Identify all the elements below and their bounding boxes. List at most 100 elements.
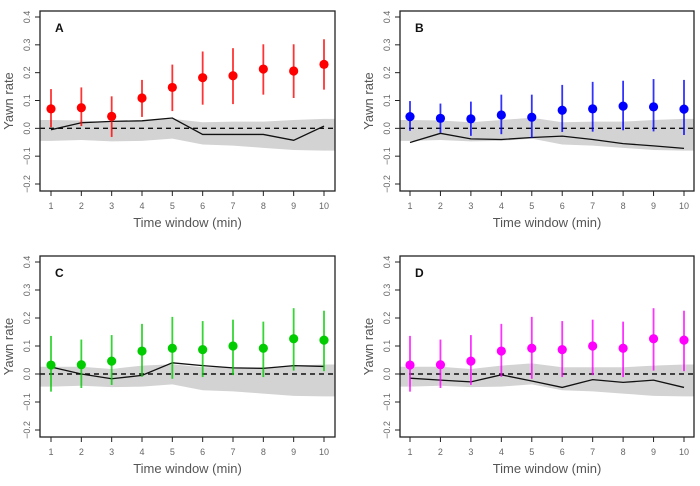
x-tick-label: 6: [560, 447, 565, 457]
data-point: [319, 59, 329, 69]
y-tick-label: 0.2: [382, 312, 392, 325]
x-tick-label: 7: [230, 201, 235, 211]
null-mean-line: [409, 374, 685, 389]
y-axis-title: Yawn rate: [361, 318, 376, 376]
y-tick-label: −0.1: [22, 147, 32, 165]
y-tick-label: 0.1: [22, 94, 32, 107]
x-tick-label: 5: [170, 201, 175, 211]
data-point: [557, 345, 567, 355]
data-point: [107, 356, 117, 366]
x-tick-label: 1: [407, 201, 412, 211]
data-point: [258, 343, 268, 353]
plot-area: [40, 39, 335, 151]
y-axis-title: Yawn rate: [1, 318, 16, 376]
data-point: [198, 73, 208, 83]
data-point: [679, 335, 689, 345]
x-tick-label: 10: [319, 201, 329, 211]
x-tick-label: 4: [499, 447, 504, 457]
plot-area: [400, 308, 694, 397]
y-tick-label: 0.4: [22, 256, 32, 269]
data-point: [76, 360, 86, 370]
y-tick-label: 0.3: [382, 39, 392, 52]
y-tick-label: −0.2: [382, 175, 392, 193]
y-tick-label: 0.3: [382, 284, 392, 297]
data-point: [46, 104, 56, 114]
x-tick-label: 6: [560, 201, 565, 211]
x-tick-label: 8: [261, 447, 266, 457]
y-tick-label: 0.0: [22, 368, 32, 381]
data-point: [76, 103, 86, 113]
panel-b: 0.4 0.3 0.2 0.1 0.0 −0.1 −0.2 1 2 3 4 5 6 7 8 9 10 Time w…: [361, 10, 695, 230]
data-point: [167, 82, 177, 93]
plot-frame: [399, 10, 695, 192]
data-point: [648, 102, 659, 112]
x-tick-label: 10: [679, 201, 689, 211]
x-tick-label: 5: [529, 447, 534, 457]
x-tick-label: 2: [79, 447, 84, 457]
y-axis-title: Yawn rate: [361, 72, 376, 130]
panel-d: 0.4 0.3 0.2 0.1 0.0 −0.1 −0.2 1 2 3 4 5 6 7 8 9 10 Time w…: [361, 255, 695, 476]
x-axis-title: Time window (min): [133, 215, 242, 230]
data-point: [137, 93, 147, 103]
x-tick-label: 4: [139, 201, 144, 211]
null-band: [40, 364, 335, 397]
y-tick-label: −0.1: [382, 393, 392, 411]
y-tick-label: 0.1: [382, 94, 392, 107]
x-tick-label: 3: [109, 447, 114, 457]
data-point: [289, 334, 299, 344]
data-point: [107, 111, 117, 121]
x-tick-label: 7: [230, 447, 235, 457]
x-tick-label: 3: [468, 201, 473, 211]
x-tick-label: 4: [499, 201, 504, 211]
x-tick-label: 7: [590, 201, 595, 211]
x-tick-label: 2: [438, 447, 443, 457]
y-tick-label: 0.4: [382, 256, 392, 269]
plot-area: [400, 79, 694, 151]
x-tick-label: 9: [291, 447, 296, 457]
data-point: [405, 360, 415, 370]
x-axis-title: Time window (min): [493, 461, 602, 476]
x-tick-label: 1: [407, 447, 412, 457]
y-tick-label: 0.0: [22, 122, 32, 135]
x-tick-label: 9: [291, 201, 296, 211]
y-tick-label: −0.2: [22, 421, 32, 439]
x-tick-label: 3: [468, 447, 473, 457]
y-tick-label: 0.0: [382, 368, 392, 381]
x-tick-label: 7: [590, 447, 595, 457]
y-tick-label: −0.2: [22, 175, 32, 193]
data-point: [435, 113, 446, 123]
data-point: [466, 114, 476, 124]
x-axis-title: Time window (min): [493, 215, 602, 230]
y-tick-label: 0.2: [22, 312, 32, 325]
data-point: [527, 112, 537, 122]
data-point: [228, 71, 238, 81]
data-point: [466, 356, 476, 366]
null-mean-line: [409, 132, 685, 150]
panel-label: A: [55, 21, 64, 35]
x-tick-label: 1: [48, 447, 53, 457]
data-point: [618, 343, 628, 353]
y-tick-label: 0.4: [382, 11, 392, 24]
x-tick-label: 1: [48, 201, 53, 211]
plot-area: [40, 308, 335, 397]
y-axis-title: Yawn rate: [1, 72, 16, 130]
data-point: [496, 110, 506, 120]
y-tick-label: 0.3: [22, 284, 32, 297]
x-tick-label: 2: [79, 201, 84, 211]
data-point: [588, 104, 598, 114]
x-axis-title: Time window (min): [133, 461, 242, 476]
y-tick-label: 0.0: [382, 122, 392, 135]
panel-c: 0.4 0.3 0.2 0.1 0.0 −0.1 −0.2 1 2 3 4 5 6 7 8 9 10 Time w…: [1, 255, 336, 476]
data-point: [648, 334, 659, 344]
data-point: [618, 101, 628, 111]
panel-a: 0.4 0.3 0.2 0.1 0.0 −0.1 −0.2 1 2 3 4 5 6 7 8 9 10 Time w…: [1, 10, 336, 230]
data-point: [319, 335, 329, 345]
panel-label: D: [415, 266, 424, 280]
data-point: [198, 345, 208, 355]
plot-frame: [399, 255, 695, 438]
x-tick-label: 8: [261, 201, 266, 211]
data-point: [258, 64, 268, 74]
data-point: [167, 343, 177, 353]
x-tick-label: 9: [651, 447, 656, 457]
y-tick-label: 0.3: [22, 39, 32, 52]
